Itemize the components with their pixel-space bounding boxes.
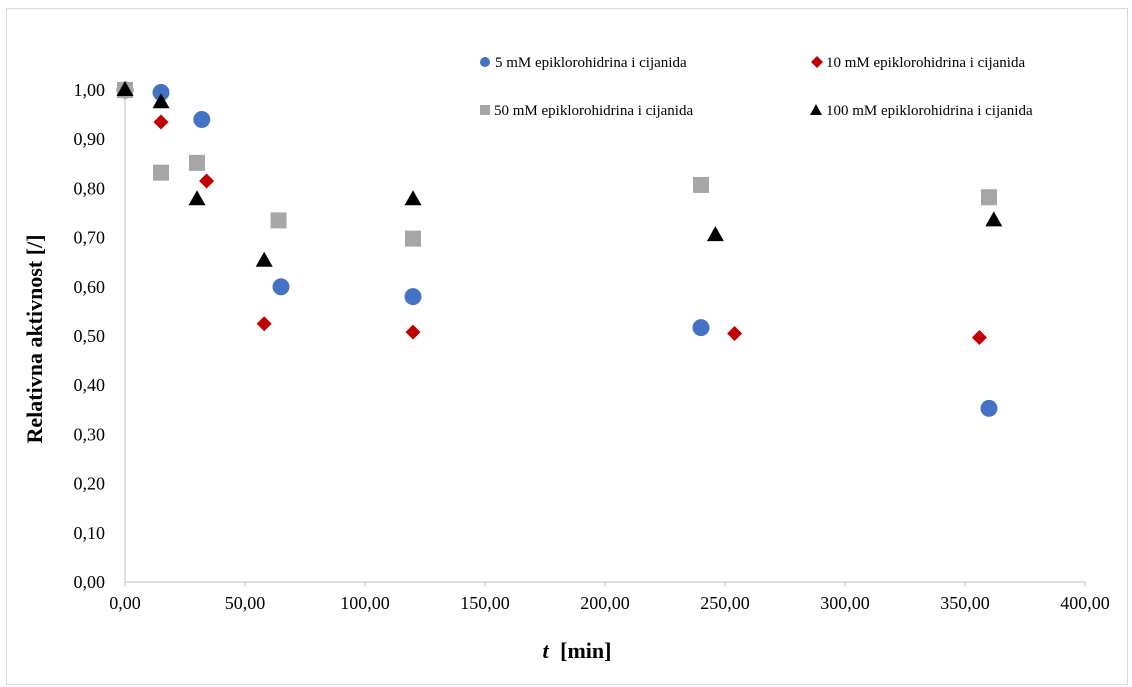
- legend-label-50mm: 50 mM epiklorohidrina i cijanida: [494, 103, 693, 119]
- x-tick-label: 200,00: [580, 593, 630, 613]
- series-diamond: [117, 82, 987, 345]
- data-point-diamond: [153, 114, 169, 130]
- legend-marker-10mm: [811, 56, 823, 68]
- x-tick-label: 300,00: [820, 593, 870, 613]
- y-tick-label: 0,30: [74, 424, 106, 444]
- data-point-diamond: [199, 173, 215, 189]
- data-point-circle: [404, 288, 422, 306]
- y-tick-label: 1,00: [74, 80, 106, 100]
- legend-marker-100mm: [810, 104, 822, 115]
- data-point-diamond: [971, 329, 987, 345]
- y-tick-label: 0,40: [74, 375, 106, 395]
- y-tick-label: 0,00: [74, 572, 106, 592]
- y-axis-ticks: 0,00 0,10 0,20 0,30 0,40 0,50 0,60 0,70 0,80 0,90…: [74, 80, 106, 592]
- data-point-square: [693, 176, 709, 193]
- data-point-triangle: [188, 190, 206, 206]
- x-axis-variable: t: [543, 638, 550, 663]
- data-point-square: [153, 164, 169, 181]
- data-point-circle: [272, 278, 290, 296]
- legend-item-50mm: 50 mM epiklorohidrina i cijanida: [480, 103, 693, 119]
- data-point-circle: [980, 399, 998, 417]
- data-point-triangle: [116, 81, 134, 96]
- x-tick-label: 100,00: [340, 593, 390, 613]
- data-markers: [116, 81, 1003, 417]
- data-point-square: [405, 230, 421, 247]
- data-point-triangle: [404, 190, 422, 206]
- data-point-square: [981, 189, 997, 206]
- legend-label-5mm: 5 mM epiklorohidrina i cijanida: [495, 55, 687, 71]
- y-tick-label: 0,80: [74, 178, 106, 198]
- legend-item-10mm: 10 mM epiklorohidrina i cijanida: [811, 55, 1025, 71]
- x-axis-ticks: 0,00 50,00 100,00 150,00 200,00 250,00 300,00 3…: [109, 582, 1110, 613]
- chart-frame: [6, 8, 1128, 685]
- y-tick-label: 0,60: [74, 277, 106, 297]
- legend-marker-5mm: [480, 57, 490, 67]
- x-tick-label: 350,00: [940, 593, 990, 613]
- x-axis-unit: [min]: [560, 638, 611, 663]
- data-point-circle: [692, 319, 710, 337]
- y-tick-label: 0,50: [74, 326, 106, 346]
- y-axis-title: Relativna aktivnost [/]: [22, 235, 47, 444]
- legend-item-100mm: 100 mM epiklorohidrina i cijanida: [810, 103, 1033, 119]
- plot-area: 0,00 50,00 100,00 150,00 200,00 250,00 300,00 3…: [74, 80, 1110, 613]
- data-point-square: [189, 154, 205, 171]
- data-point-diamond: [256, 316, 272, 332]
- data-point-square: [270, 212, 287, 229]
- series-triangle: [116, 81, 1003, 267]
- x-tick-label: 50,00: [225, 593, 266, 613]
- data-point-triangle: [255, 251, 273, 267]
- y-tick-label: 0,70: [74, 228, 106, 248]
- x-axis-title: t [min]: [543, 638, 612, 663]
- series-circle: [116, 81, 998, 417]
- x-tick-label: 150,00: [460, 593, 510, 613]
- data-point-triangle: [152, 93, 170, 109]
- y-tick-label: 0,90: [74, 129, 106, 149]
- x-tick-label: 400,00: [1060, 593, 1110, 613]
- data-point-diamond: [727, 326, 743, 342]
- data-point-triangle: [985, 211, 1003, 227]
- y-tick-label: 0,10: [74, 523, 106, 543]
- legend-label-10mm: 10 mM epiklorohidrina i cijanida: [826, 55, 1025, 71]
- data-point-circle: [193, 111, 211, 129]
- data-point-diamond: [405, 324, 421, 340]
- data-point-circle: [152, 83, 170, 101]
- legend-item-5mm: 5 mM epiklorohidrina i cijanida: [480, 55, 687, 71]
- x-tick-label: 0,00: [109, 593, 141, 613]
- legend-label-100mm: 100 mM epiklorohidrina i cijanida: [826, 103, 1033, 119]
- legend-marker-50mm: [480, 105, 490, 115]
- legend: 5 mM epiklorohidrina i cijanida 10 mM ep…: [480, 55, 1033, 119]
- data-point-triangle: [706, 226, 724, 242]
- x-tick-label: 250,00: [700, 593, 750, 613]
- y-tick-label: 0,20: [74, 474, 106, 494]
